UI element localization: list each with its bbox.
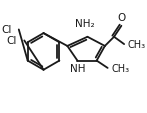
Text: CH₃: CH₃ (128, 40, 146, 50)
Text: Cl: Cl (7, 35, 17, 45)
Text: O: O (117, 13, 126, 23)
Text: NH: NH (70, 63, 85, 73)
Text: NH₂: NH₂ (75, 18, 95, 28)
Text: Cl: Cl (1, 24, 11, 34)
Text: CH₃: CH₃ (111, 63, 129, 73)
